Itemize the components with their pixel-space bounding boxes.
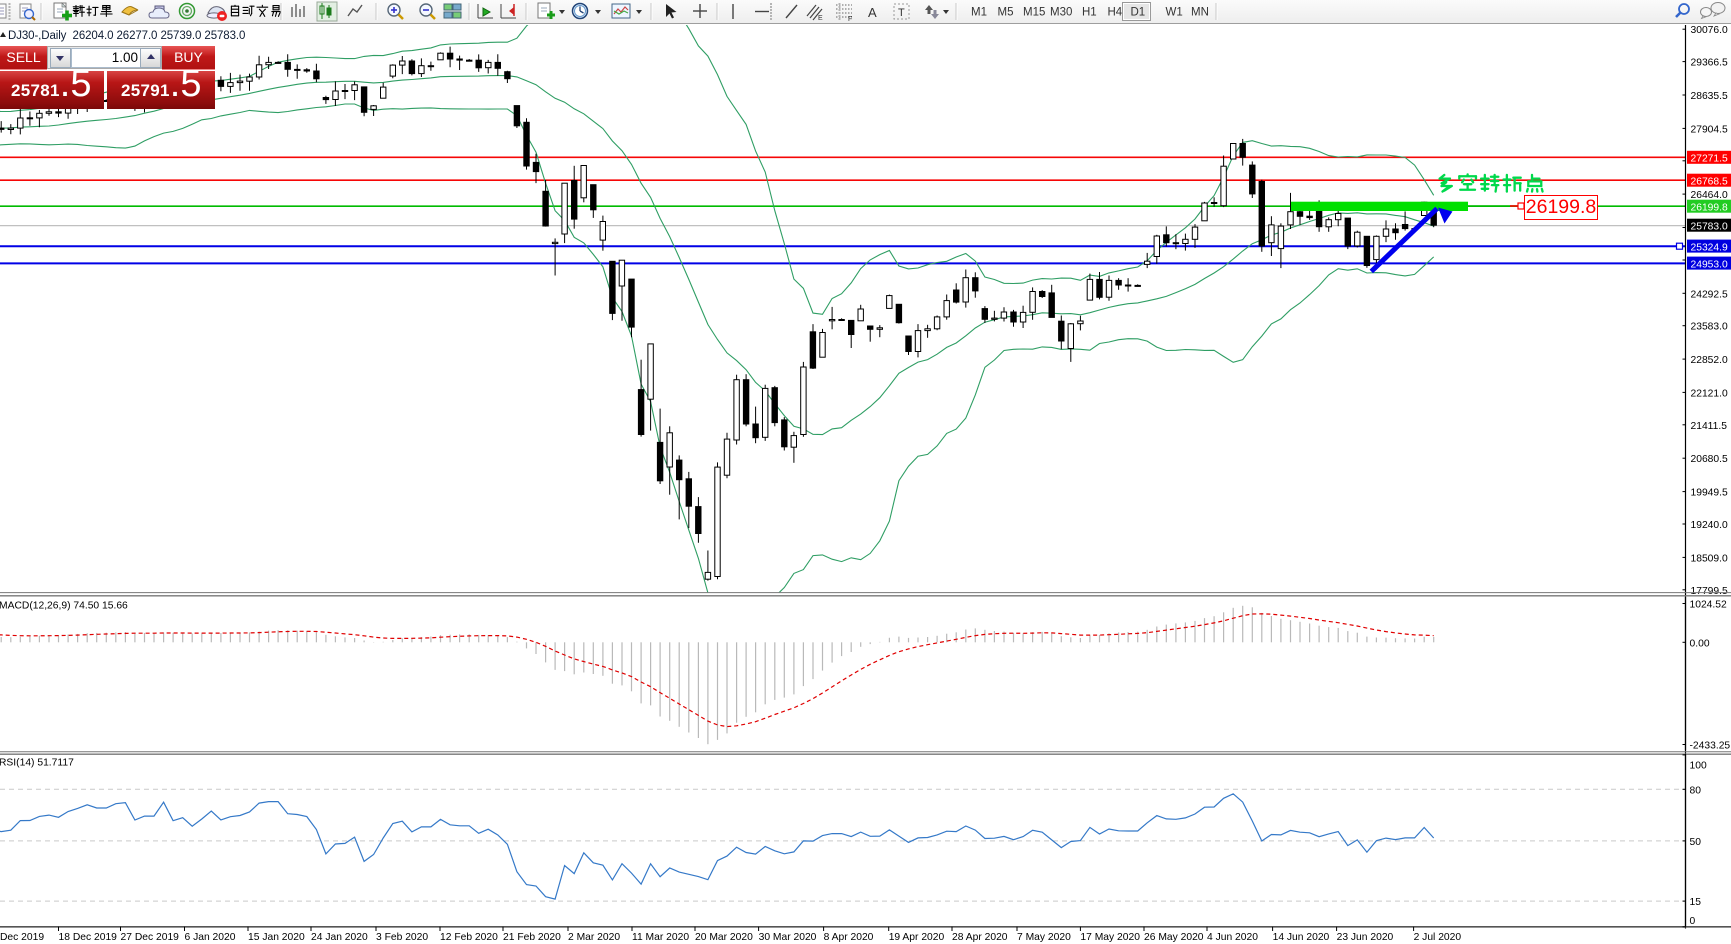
svg-text:28 Apr 2020: 28 Apr 2020: [952, 932, 1008, 943]
svg-text:18509.0: 18509.0: [1691, 553, 1728, 564]
svg-text:19 Apr 2020: 19 Apr 2020: [889, 932, 945, 943]
svg-text:20 Mar 2020: 20 Mar 2020: [695, 932, 753, 943]
svg-text:F: F: [848, 16, 852, 23]
svg-text:100: 100: [1690, 760, 1707, 771]
svg-text:17 May 2020: 17 May 2020: [1080, 932, 1140, 943]
svg-text:19240.0: 19240.0: [1691, 520, 1728, 531]
svg-text:29366.5: 29366.5: [1691, 58, 1728, 69]
svg-text:RSI(14) 51.7117: RSI(14) 51.7117: [0, 758, 74, 769]
svg-text:20680.5: 20680.5: [1691, 454, 1728, 465]
svg-text:2 Jul 2020: 2 Jul 2020: [1414, 932, 1462, 943]
svg-text:0: 0: [1690, 916, 1696, 927]
svg-text:MN: MN: [1191, 7, 1209, 19]
svg-text:27 Dec 2019: 27 Dec 2019: [121, 932, 180, 943]
svg-text:17799.5: 17799.5: [1691, 586, 1728, 597]
svg-text:30 Mar 2020: 30 Mar 2020: [759, 932, 817, 943]
svg-text:W1: W1: [1166, 7, 1183, 19]
svg-text:1024.52: 1024.52: [1690, 600, 1727, 611]
svg-text:23 Jun 2020: 23 Jun 2020: [1337, 932, 1394, 943]
svg-text:Dec 2019: Dec 2019: [0, 932, 44, 943]
svg-text:D1: D1: [1131, 7, 1146, 19]
svg-text:7 May 2020: 7 May 2020: [1017, 932, 1071, 943]
svg-text:8 Apr 2020: 8 Apr 2020: [824, 932, 874, 943]
svg-text:3 Feb 2020: 3 Feb 2020: [376, 932, 428, 943]
svg-text:23583.0: 23583.0: [1691, 322, 1728, 333]
svg-text:M1: M1: [971, 7, 987, 19]
svg-text:21411.5: 21411.5: [1691, 421, 1728, 432]
svg-text:H4: H4: [1108, 7, 1123, 19]
svg-text:T: T: [898, 7, 905, 19]
svg-text:A: A: [868, 5, 877, 20]
svg-text:26 May 2020: 26 May 2020: [1144, 932, 1204, 943]
svg-text:19949.5: 19949.5: [1691, 488, 1728, 499]
svg-text:80: 80: [1690, 785, 1702, 796]
svg-text:H1: H1: [1082, 7, 1097, 19]
svg-text:24292.5: 24292.5: [1691, 289, 1728, 300]
svg-text:50: 50: [1690, 837, 1702, 848]
svg-text:28635.5: 28635.5: [1691, 91, 1728, 102]
svg-text:22121.0: 22121.0: [1691, 388, 1728, 399]
svg-text:27271.5: 27271.5: [1691, 154, 1728, 165]
svg-text:15 Jan 2020: 15 Jan 2020: [248, 932, 305, 943]
svg-text:24 Jan 2020: 24 Jan 2020: [311, 932, 368, 943]
svg-text:22852.0: 22852.0: [1691, 355, 1728, 366]
svg-text:21 Feb 2020: 21 Feb 2020: [503, 932, 561, 943]
svg-text:6 Jan 2020: 6 Jan 2020: [185, 932, 236, 943]
svg-text:25783.0: 25783.0: [1691, 221, 1728, 232]
svg-text:15: 15: [1690, 897, 1702, 908]
svg-text:4 Jun 2020: 4 Jun 2020: [1207, 932, 1258, 943]
svg-text:E: E: [818, 15, 823, 22]
svg-text:26199.8: 26199.8: [1691, 202, 1728, 213]
svg-text:26768.5: 26768.5: [1691, 176, 1728, 187]
svg-text:M15: M15: [1023, 7, 1045, 19]
svg-text:11 Mar 2020: 11 Mar 2020: [632, 932, 689, 943]
svg-text:12 Feb 2020: 12 Feb 2020: [440, 932, 498, 943]
svg-text:2 Mar 2020: 2 Mar 2020: [568, 932, 620, 943]
svg-text:M30: M30: [1050, 7, 1072, 19]
svg-text:M5: M5: [998, 7, 1014, 19]
svg-text:18 Dec 2019: 18 Dec 2019: [59, 932, 118, 943]
svg-text:-2433.25: -2433.25: [1690, 741, 1731, 752]
svg-text:25324.9: 25324.9: [1691, 242, 1728, 253]
svg-text:0.00: 0.00: [1690, 638, 1710, 649]
svg-text:24953.0: 24953.0: [1691, 259, 1728, 270]
svg-text:30076.0: 30076.0: [1691, 25, 1728, 36]
svg-text:27904.5: 27904.5: [1691, 124, 1728, 135]
svg-text:26464.0: 26464.0: [1691, 190, 1728, 201]
svg-text:14 Jun 2020: 14 Jun 2020: [1273, 932, 1330, 943]
svg-text:MACD(12,26,9) 74.50 15.66: MACD(12,26,9) 74.50 15.66: [0, 601, 128, 612]
